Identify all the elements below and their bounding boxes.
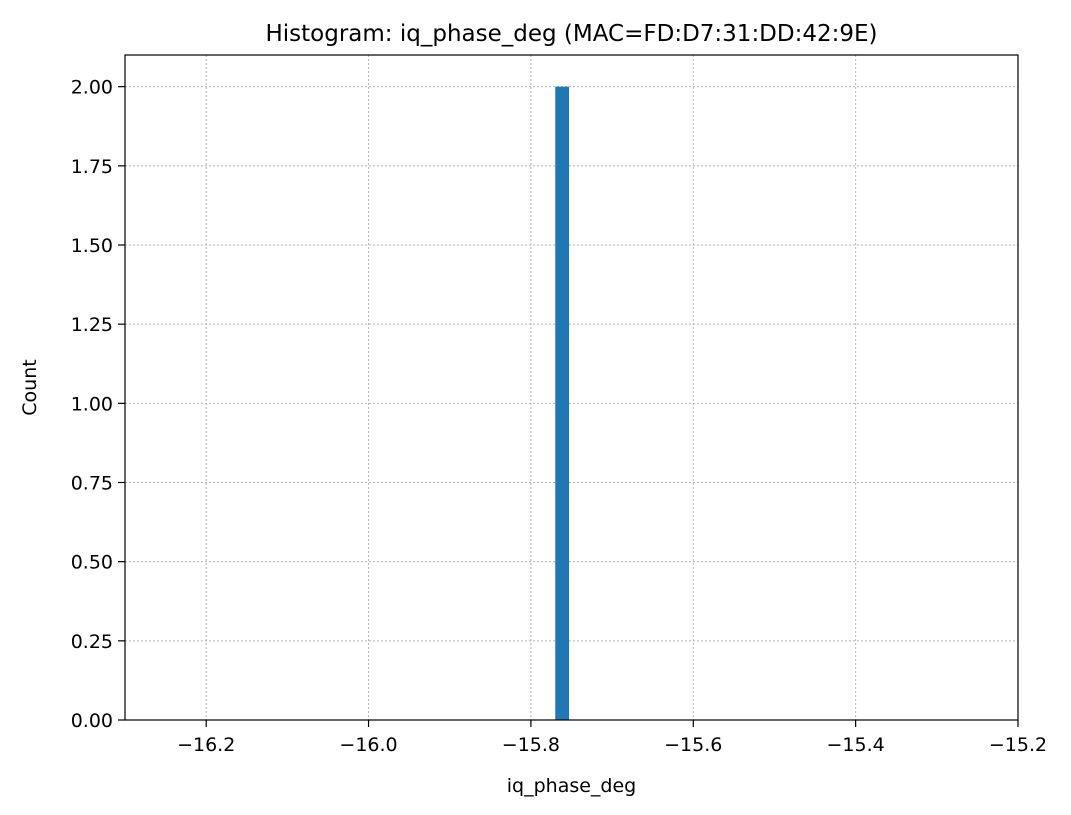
x-tick-label: −15.2 — [989, 734, 1047, 756]
chart-title: Histogram: iq_phase_deg (MAC=FD:D7:31:DD… — [265, 21, 877, 47]
y-tick-label: 0.25 — [71, 631, 113, 653]
x-tick-label: −15.6 — [664, 734, 722, 756]
y-tick-label: 1.75 — [71, 156, 113, 178]
y-tick-label: 1.00 — [71, 393, 113, 415]
y-tick-label: 1.50 — [71, 235, 113, 257]
y-tick-label: 0.00 — [71, 710, 113, 732]
x-tick-label: −16.0 — [339, 734, 397, 756]
y-tick-label: 0.50 — [71, 552, 113, 574]
y-tick-label: 0.75 — [71, 473, 113, 495]
plot-frame — [124, 54, 1019, 721]
x-axis-title: iq_phase_deg — [507, 775, 636, 797]
x-tick-label: −15.8 — [502, 734, 560, 756]
bars — [555, 86, 570, 720]
y-tick-label: 2.00 — [71, 77, 113, 99]
x-tick-label: −16.2 — [177, 734, 235, 756]
histogram-bar — [555, 86, 570, 720]
grid — [125, 55, 1019, 721]
x-tick-label: −15.4 — [827, 734, 885, 756]
y-axis-ticks: 0.00 0.25 0.50 0.75 1.00 1.25 1.50 1.75 2.00 — [71, 77, 125, 732]
y-axis-title: Count — [19, 359, 41, 415]
y-tick-label: 1.25 — [71, 314, 113, 336]
x-axis-ticks: −16.2 −16.0 −15.8 −15.6 −15.4 −15.2 — [177, 720, 1047, 756]
